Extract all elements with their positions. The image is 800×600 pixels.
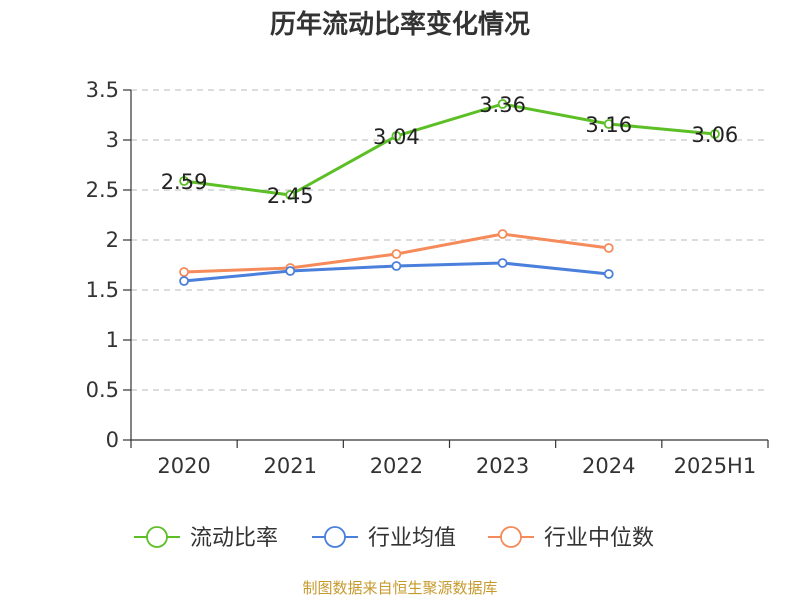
legend-item[interactable]: 流动比率	[134, 526, 278, 551]
data-point	[285, 190, 296, 200]
x-tick-label: 2020	[157, 454, 210, 478]
legend: 流动比率 行业均值 行业中位数	[134, 526, 654, 551]
y-tick-label: 0	[106, 428, 119, 452]
data-point	[391, 249, 402, 259]
chart-title: 历年流动比率变化情况	[270, 9, 530, 40]
data-point	[179, 267, 189, 277]
legend-item[interactable]: 行业中位数	[488, 526, 654, 551]
legend-marker-icon	[146, 526, 168, 548]
data-point	[497, 99, 508, 109]
data-point	[179, 276, 189, 286]
data-label: 3.06	[692, 123, 739, 147]
y-tick-label: 2.5	[86, 178, 119, 202]
data-point	[391, 261, 402, 271]
x-tick-label: 2023	[476, 454, 529, 478]
legend-label: 流动比率	[190, 526, 278, 551]
data-point	[497, 229, 508, 239]
x-tick-label: 2024	[582, 454, 635, 478]
data-label: 3.04	[373, 125, 420, 149]
series-lines	[179, 99, 720, 286]
grid-lines	[131, 89, 768, 391]
x-tick-label: 2021	[264, 454, 317, 478]
data-point	[710, 129, 720, 139]
legend-label: 行业均值	[368, 526, 456, 551]
data-point	[179, 176, 189, 186]
y-tick-label: 1.5	[86, 278, 119, 302]
y-tick-label: 3.5	[86, 78, 119, 102]
data-point	[603, 119, 614, 129]
data-point	[603, 269, 614, 279]
data-label: 3.36	[479, 93, 526, 117]
legend-label: 行业中位数	[544, 526, 654, 551]
data-point	[391, 131, 402, 141]
data-label: 3.16	[585, 113, 632, 137]
y-tick-label: 2	[106, 228, 119, 252]
legend-item[interactable]: 行业均值	[312, 526, 456, 551]
x-tick-label: 2025H1	[674, 454, 757, 478]
source-note: 制图数据来自恒生聚源数据库	[302, 579, 497, 597]
data-point	[285, 266, 296, 276]
data-labels: 2.59 2.45 3.04 3.36 3.16 3.06	[161, 93, 739, 208]
legend-marker-icon	[500, 526, 522, 548]
y-tick-label: 1	[106, 328, 119, 352]
data-point	[497, 258, 508, 268]
y-tick-label: 0.5	[86, 378, 119, 402]
x-tick-label: 2022	[370, 454, 423, 478]
series-line	[182, 102, 717, 197]
axes: 0 0.5 1 1.5 2 2.5 3 3.5 2020 2021 2022 2023 2024 2025…	[86, 78, 769, 478]
data-label: 2.45	[267, 184, 314, 208]
data-label: 2.59	[161, 170, 208, 194]
legend-marker-icon	[324, 526, 346, 548]
data-point	[603, 243, 614, 253]
y-tick-label: 3	[106, 128, 119, 152]
